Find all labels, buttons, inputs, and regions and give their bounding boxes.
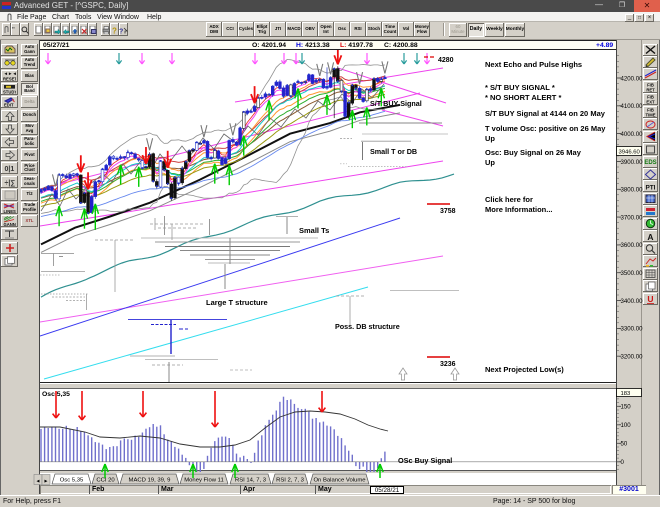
svg-text:RESET: RESET [3, 76, 16, 81]
svg-text:FIB: FIB [647, 107, 654, 112]
svg-text:LINES: LINES [4, 209, 17, 213]
svg-text:Large T structure: Large T structure [206, 298, 268, 307]
svg-text:3300.00: 3300.00 [621, 326, 644, 333]
svg-text:3600.00: 3600.00 [621, 242, 644, 249]
svg-text:* S/T BUY SIGNAL *: * S/T BUY SIGNAL * [485, 83, 555, 92]
svg-text:3500.00: 3500.00 [621, 270, 644, 277]
svg-text:3200.00: 3200.00 [621, 354, 644, 361]
svg-text:A: A [647, 232, 653, 242]
svg-text:0|1: 0|1 [4, 166, 14, 173]
svg-text:Osc 5,35: Osc 5,35 [42, 391, 70, 398]
svg-text:Up: Up [485, 134, 495, 143]
svg-text:OSc Buy Signal: OSc Buy Signal [398, 456, 452, 465]
svg-text:3700.00: 3700.00 [621, 214, 644, 221]
svg-text:Click here for: Click here for [485, 195, 533, 204]
svg-text:MACD 19, 39, 9: MACD 19, 39, 9 [129, 478, 171, 484]
svg-text:?: ? [119, 28, 123, 34]
svg-text:0: 0 [621, 459, 625, 466]
svg-text:FIB: FIB [647, 95, 654, 100]
svg-text:STUDY: STUDY [3, 90, 16, 95]
svg-text:* NO SHORT ALERT *: * NO SHORT ALERT * [485, 93, 561, 102]
svg-text:EXT: EXT [646, 100, 655, 105]
svg-text:3758: 3758 [440, 208, 456, 215]
svg-text:RSI 2, 7, 3: RSI 2, 7, 3 [276, 478, 305, 484]
svg-text:Osc 5,35: Osc 5,35 [60, 478, 84, 484]
svg-text:S/T BUY Signal: S/T BUY Signal [370, 99, 422, 108]
svg-text:?: ? [112, 26, 117, 34]
svg-text:S/T BUY Signal at 4144 on 20 M: S/T BUY Signal at 4144 on 20 May [485, 109, 606, 118]
svg-text:FIB: FIB [647, 82, 654, 87]
svg-text:3236: 3236 [440, 361, 456, 368]
svg-text:3900.00: 3900.00 [621, 159, 644, 166]
svg-text:3946.60: 3946.60 [619, 150, 641, 156]
svg-text:Money Flow 11: Money Flow 11 [184, 478, 224, 484]
svg-text:RSI 14, 7, 3: RSI 14, 7, 3 [235, 478, 267, 484]
svg-text:On Balance Volume: On Balance Volume [313, 478, 366, 484]
svg-text:RET: RET [646, 87, 655, 92]
svg-text:►: ► [44, 479, 49, 485]
svg-text:GANN: GANN [4, 222, 16, 226]
svg-text:÷|∑: ÷|∑ [4, 180, 15, 187]
svg-text:Next Echo and Pulse Highs: Next Echo and Pulse Highs [485, 60, 582, 69]
svg-text:4100.00: 4100.00 [621, 103, 644, 110]
svg-text:◄: ◄ [36, 479, 41, 485]
svg-text:3400.00: 3400.00 [621, 298, 644, 305]
svg-text:TIME: TIME [645, 112, 655, 117]
svg-text:”: ” [12, 26, 15, 34]
svg-text:T volume Osc: positive on 26 M: T volume Osc: positive on 26 May [485, 124, 606, 133]
svg-text:4280: 4280 [438, 57, 454, 64]
svg-text:4000.00: 4000.00 [621, 131, 644, 138]
svg-text:Small Ts: Small Ts [299, 226, 329, 235]
svg-text:More Information...: More Information... [485, 205, 553, 214]
svg-text:Next Projected Low(s): Next Projected Low(s) [485, 365, 564, 374]
svg-text:3800.00: 3800.00 [621, 187, 644, 194]
svg-text:PTI: PTI [646, 184, 656, 191]
svg-text:183: 183 [621, 391, 632, 397]
svg-text:150: 150 [621, 404, 632, 411]
svg-text:4200.00: 4200.00 [621, 75, 644, 82]
svg-text:◄►◄: ◄►◄ [4, 71, 17, 76]
svg-text:U: U [647, 294, 653, 304]
svg-text:Small T or DB: Small T or DB [370, 147, 417, 156]
svg-text:Poss. DB structure: Poss. DB structure [335, 322, 400, 331]
svg-text:100: 100 [621, 422, 632, 429]
svg-text:50: 50 [621, 441, 628, 448]
svg-text:CCI 20: CCI 20 [96, 478, 115, 484]
svg-text:Osc: Buy Signal on 26 May: Osc: Buy Signal on 26 May [485, 148, 582, 157]
svg-text:EDIT: EDIT [4, 103, 14, 108]
svg-text:EDS: EDS [644, 160, 656, 166]
svg-text:Up: Up [485, 158, 495, 167]
